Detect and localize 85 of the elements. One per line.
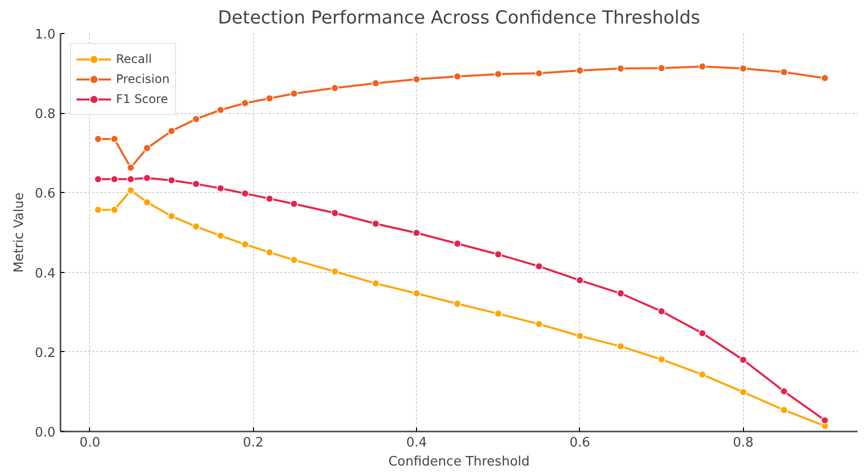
point bbox=[780, 406, 788, 414]
point bbox=[110, 206, 118, 214]
point bbox=[535, 320, 543, 328]
point bbox=[168, 127, 176, 135]
y-tick-label: 0.4 bbox=[34, 266, 56, 282]
x-tick-label: 0.8 bbox=[732, 436, 754, 450]
point bbox=[266, 94, 274, 102]
point bbox=[216, 184, 224, 192]
x-tick-label: 0.4 bbox=[406, 436, 427, 450]
point bbox=[535, 262, 543, 270]
point bbox=[126, 186, 135, 194]
point bbox=[290, 256, 298, 264]
point bbox=[658, 356, 666, 364]
point bbox=[820, 74, 829, 82]
point bbox=[576, 66, 584, 74]
point bbox=[576, 332, 584, 340]
point bbox=[330, 84, 339, 92]
point bbox=[192, 222, 200, 230]
y-axis-title: Metric Value bbox=[12, 192, 27, 273]
point bbox=[241, 190, 249, 198]
point bbox=[698, 62, 706, 70]
y-tick-label: 0.8 bbox=[34, 107, 56, 122]
point bbox=[241, 99, 249, 108]
point bbox=[780, 387, 788, 396]
point bbox=[168, 212, 176, 220]
point bbox=[494, 70, 502, 78]
x-axis-title: Confidence Threshold bbox=[388, 454, 530, 470]
point bbox=[658, 307, 666, 316]
point bbox=[698, 370, 706, 378]
point bbox=[143, 174, 151, 182]
point bbox=[110, 175, 118, 184]
point bbox=[412, 75, 420, 84]
point bbox=[372, 79, 380, 88]
point bbox=[330, 209, 339, 217]
point bbox=[241, 240, 249, 248]
point bbox=[412, 290, 420, 298]
point bbox=[110, 135, 118, 143]
point bbox=[192, 115, 200, 123]
point bbox=[126, 164, 135, 172]
point bbox=[216, 232, 224, 240]
point bbox=[453, 240, 462, 248]
point bbox=[616, 64, 625, 72]
x-tick-label: 0.0 bbox=[80, 436, 100, 450]
point bbox=[494, 250, 502, 258]
point bbox=[126, 175, 135, 184]
point bbox=[494, 310, 502, 318]
x-tick-label: 0.2 bbox=[242, 436, 264, 450]
point bbox=[739, 64, 748, 72]
point bbox=[453, 300, 462, 308]
point bbox=[780, 68, 788, 76]
point bbox=[820, 416, 829, 424]
y-tick-label: 0.0 bbox=[34, 426, 56, 440]
point bbox=[616, 290, 625, 298]
point bbox=[616, 342, 625, 350]
point bbox=[94, 206, 102, 214]
point bbox=[698, 329, 706, 338]
point bbox=[143, 144, 151, 152]
point bbox=[739, 356, 748, 364]
point bbox=[535, 69, 543, 78]
point bbox=[143, 198, 151, 206]
y-tick-label: 0.2 bbox=[34, 346, 56, 361]
y-tick-label: 0.6 bbox=[34, 186, 56, 202]
point bbox=[330, 268, 339, 276]
point bbox=[266, 248, 274, 256]
point bbox=[216, 106, 224, 114]
x-tick-label: 0.6 bbox=[570, 436, 590, 450]
point bbox=[168, 176, 176, 184]
legend-label: Precision bbox=[116, 72, 170, 86]
point bbox=[412, 229, 420, 237]
point bbox=[453, 72, 462, 80]
y-tick-label: 1.0 bbox=[34, 28, 56, 42]
point bbox=[266, 194, 274, 203]
legend-label: Recall bbox=[116, 52, 152, 66]
point bbox=[576, 276, 584, 284]
chart-title: Detection Performance Across Confidence Thresholds bbox=[218, 8, 700, 28]
point bbox=[290, 90, 298, 98]
point bbox=[94, 135, 102, 143]
legend-label: F1 Score bbox=[116, 92, 168, 106]
point bbox=[372, 280, 380, 288]
point bbox=[372, 220, 380, 228]
point bbox=[192, 180, 200, 188]
point bbox=[658, 64, 666, 72]
point bbox=[290, 200, 298, 208]
point bbox=[94, 175, 102, 184]
point bbox=[739, 388, 748, 396]
